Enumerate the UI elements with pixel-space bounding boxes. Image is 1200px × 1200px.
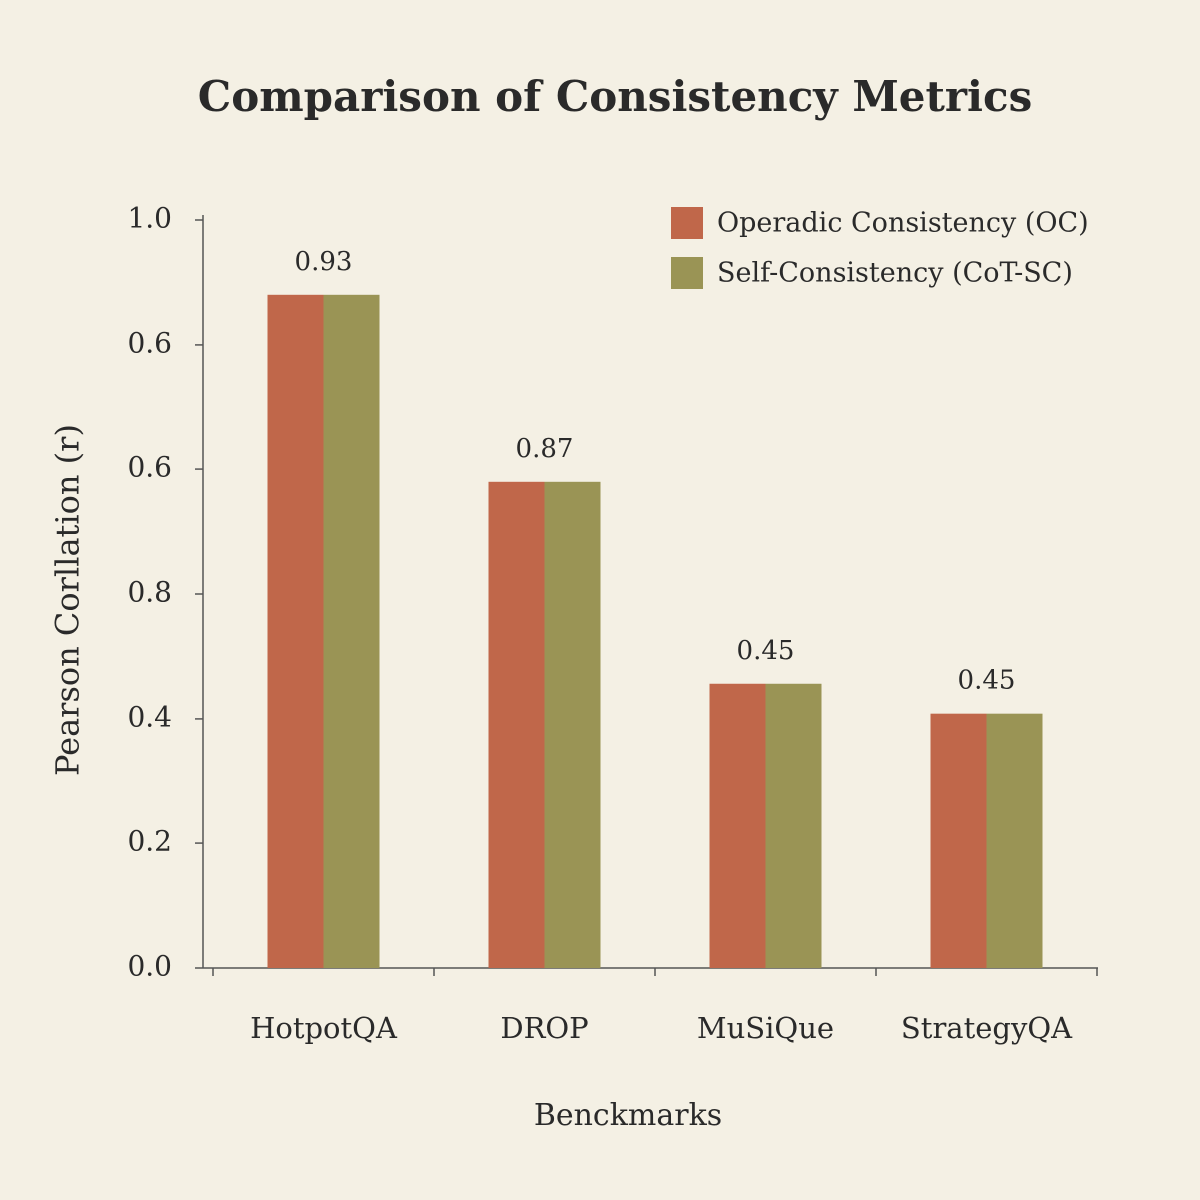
legend-swatch [671,257,703,289]
x-tick-label: DROP [500,1011,588,1045]
bar [986,713,1043,968]
y-axis-label: Pearson Corllation (r) [49,424,87,776]
bar-annotation: 0.93 [295,247,353,277]
legend-label: Self-Consistency (CoT-SC) [717,258,1073,289]
bar [930,713,987,968]
y-tick-label: 0.0 [127,950,172,983]
chart-title: Comparison of Consistency Metrics [198,72,1032,121]
legend-swatch [671,207,703,239]
x-axis-label: Benckmarks [534,1098,722,1133]
bar [488,481,545,968]
legend-label: Operadic Consistency (OC) [717,208,1089,239]
y-tick-label: 0.6 [127,326,172,359]
bar [323,294,380,968]
x-tick-label: HotpotQA [250,1011,398,1045]
bar-annotation: 0.87 [516,434,574,464]
y-tick-label: 0.4 [127,700,172,733]
bar-annotation: 0.45 [737,636,795,666]
x-tick-label: StrategyQA [901,1011,1073,1045]
bar [765,683,822,968]
bar [544,481,601,968]
x-tick-label: MuSiQue [697,1011,834,1045]
y-tick-label: 0.6 [127,451,172,484]
bar-annotation: 0.45 [958,666,1016,696]
y-tick-label: 1.0 [127,202,172,235]
bar [267,294,324,968]
y-tick-label: 0.2 [127,825,172,858]
y-tick-label: 0.8 [127,576,172,609]
bar [709,683,766,968]
